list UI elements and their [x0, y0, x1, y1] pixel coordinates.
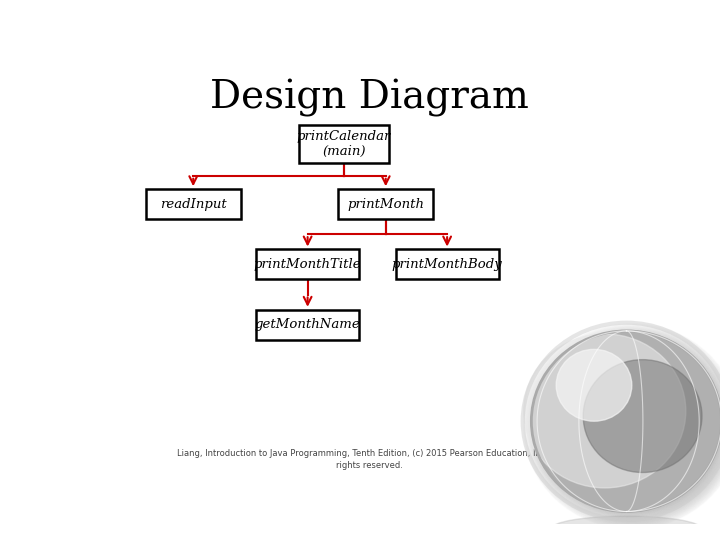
Ellipse shape [551, 516, 702, 540]
Text: printMonth: printMonth [347, 198, 424, 211]
Text: printMonthBody: printMonthBody [392, 258, 503, 271]
Text: 67: 67 [614, 460, 629, 470]
Text: getMonthName: getMonthName [255, 318, 361, 331]
Circle shape [531, 331, 720, 511]
Bar [395, 249, 499, 279]
Text: Design Diagram: Design Diagram [210, 79, 528, 117]
Bar [338, 189, 433, 219]
Circle shape [583, 360, 702, 472]
Bar [256, 249, 359, 279]
Circle shape [557, 349, 632, 421]
Bar [300, 125, 389, 163]
Bar [145, 189, 240, 219]
Text: readInput: readInput [160, 198, 227, 211]
Text: printCalendar
(main): printCalendar (main) [297, 130, 391, 158]
Text: Liang, Introduction to Java Programming, Tenth Edition, (c) 2015 Pearson Educati: Liang, Introduction to Java Programming,… [177, 449, 561, 470]
Text: printMonthTitle: printMonthTitle [254, 258, 361, 271]
Bar [256, 310, 359, 340]
Circle shape [523, 334, 685, 488]
